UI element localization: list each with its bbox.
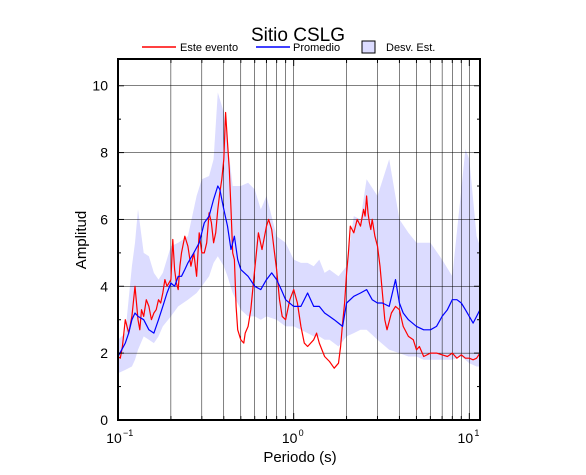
legend: Este evento Promedio Desv. Est.	[142, 40, 435, 54]
y-tick-label: 2	[100, 345, 108, 361]
y-tick-label: 0	[100, 412, 108, 428]
y-axis-label: Amplitud	[73, 211, 90, 269]
x-tick-label: 10	[282, 430, 298, 446]
x-tick-label: 10	[106, 430, 122, 446]
y-tick-label: 8	[100, 145, 108, 161]
grid	[118, 59, 480, 420]
legend-label-promedio: Promedio	[293, 42, 340, 54]
series-layer	[117, 111, 481, 369]
y-tick-label: 4	[100, 278, 108, 294]
legend-label-desv-est: Desv. Est.	[386, 42, 435, 54]
y-tick-label: 10	[92, 78, 108, 94]
chart-title: Sitio CSLG	[251, 25, 345, 46]
y-tick-label: 6	[100, 211, 108, 227]
x-tick-label: 10	[458, 430, 474, 446]
series-line-promedio	[117, 185, 481, 357]
legend-swatch-desv-est	[361, 40, 376, 54]
x-tick-label-exponent: 1	[474, 428, 479, 438]
legend-label-este-evento: Este evento	[180, 42, 238, 54]
x-tick-label-exponent: −1	[123, 428, 133, 438]
x-tick-label-exponent: 0	[299, 428, 304, 438]
x-axis-label: Periodo (s)	[263, 449, 336, 466]
plot-frame	[117, 58, 481, 421]
series-line-este-evento	[117, 111, 481, 369]
ticks	[117, 59, 480, 421]
